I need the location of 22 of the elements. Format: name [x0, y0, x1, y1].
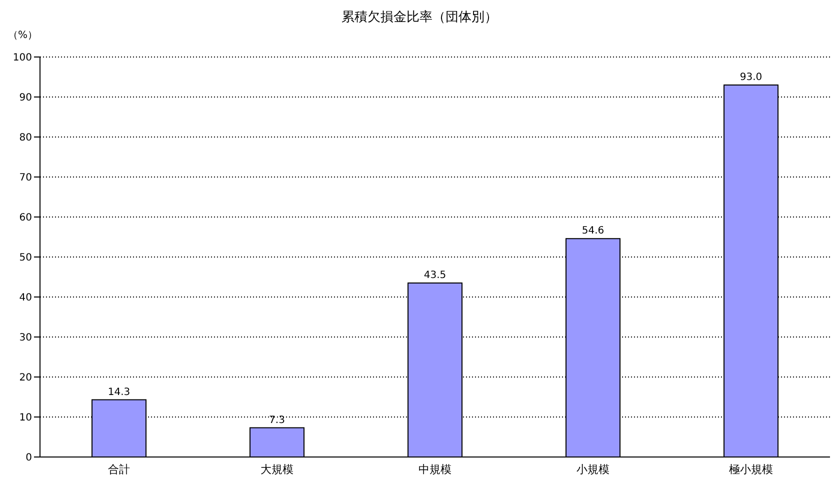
- x-tick-label: 大規模: [260, 462, 294, 476]
- x-tick-label: 合計: [108, 462, 130, 476]
- y-tick-label: 100: [12, 52, 32, 64]
- data-label: 93.0: [740, 72, 762, 83]
- y-tick-label: 60: [19, 212, 32, 224]
- x-tick-label: 小規模: [576, 462, 610, 476]
- y-tick-label: 30: [19, 332, 32, 344]
- y-tick-label: 0: [26, 452, 32, 464]
- data-label: 14.3: [108, 386, 130, 398]
- y-tick-label: 90: [19, 92, 32, 104]
- y-tick-label: 80: [19, 132, 32, 144]
- y-tick-label: 40: [19, 292, 32, 304]
- x-tick-label: 中規模: [418, 462, 452, 476]
- y-axis-title: （%）: [8, 29, 38, 42]
- y-tick-label: 70: [19, 172, 32, 184]
- chart-title: 累積欠損金比率（団体別）: [340, 9, 498, 26]
- y-tick-label: 10: [19, 412, 32, 424]
- data-label: 43.5: [424, 270, 446, 281]
- y-tick-label: 20: [19, 372, 32, 384]
- data-label: 54.6: [582, 226, 604, 237]
- y-tick-label: 50: [19, 252, 32, 264]
- x-tick-label: 極小規模: [729, 462, 773, 476]
